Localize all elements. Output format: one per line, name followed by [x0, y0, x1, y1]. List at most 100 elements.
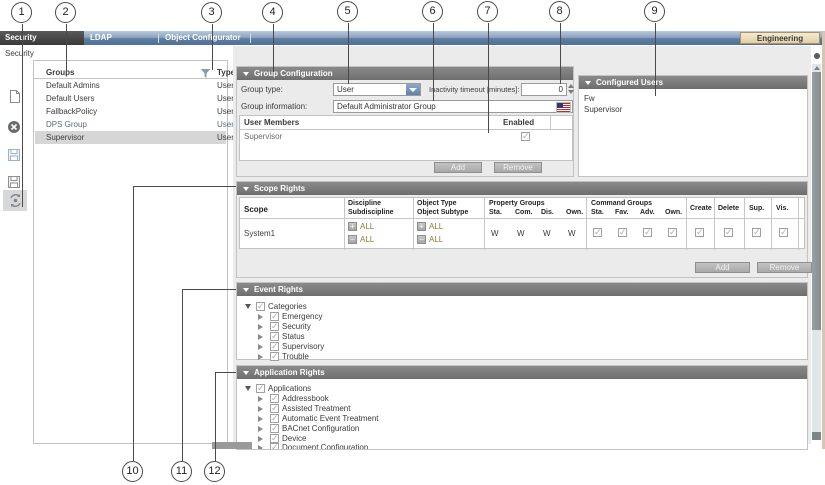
event-item-checkbox[interactable]	[270, 351, 279, 362]
enabled-column-header[interactable]: Enabled	[503, 118, 535, 127]
command-subcol[interactable]: Fav.	[615, 209, 629, 216]
application-item-checkbox[interactable]	[270, 423, 279, 434]
create-column-header[interactable]: Create	[690, 205, 712, 212]
collapsed-icon[interactable]	[258, 406, 263, 412]
command-groups-column-header[interactable]: Command Groups	[591, 200, 653, 207]
categories-checkbox[interactable]	[256, 301, 265, 312]
scope-add-button[interactable]: Add	[695, 262, 750, 273]
property-subcol[interactable]: Com.	[515, 209, 533, 216]
collapsed-icon[interactable]	[258, 334, 263, 340]
type-column-header[interactable]: Type	[217, 68, 236, 77]
save-icon[interactable]	[7, 148, 21, 162]
sup-column-header[interactable]: Sup.	[749, 205, 765, 212]
vis-checkbox[interactable]	[779, 227, 788, 238]
group-settings-icon[interactable]	[8, 193, 23, 208]
event-item-checkbox[interactable]	[270, 321, 279, 332]
collapsed-icon[interactable]	[258, 344, 263, 350]
event-item-label[interactable]: Emergency	[282, 312, 323, 321]
spinner-down-icon[interactable]	[568, 90, 574, 94]
command-sta-checkbox[interactable]	[593, 227, 602, 238]
inactivity-timeout-input[interactable]: 0	[521, 83, 567, 96]
command-adv-checkbox[interactable]	[643, 227, 652, 238]
collapsed-icon[interactable]	[258, 324, 263, 330]
application-item-label[interactable]: Assisted Treatment	[282, 404, 351, 413]
collapsed-icon[interactable]	[258, 445, 263, 449]
property-subcol[interactable]: Dis.	[541, 209, 554, 216]
scrollbar-track[interactable]	[812, 64, 821, 440]
new-document-icon[interactable]	[7, 89, 22, 104]
event-rights-header[interactable]: Event Rights	[237, 283, 807, 296]
property-subcol[interactable]: Sta.	[489, 209, 502, 216]
tab-ldap[interactable]: LDAP	[90, 33, 112, 42]
object-subtype-all-row[interactable]: − ALL	[417, 235, 443, 244]
collapsed-icon[interactable]	[258, 396, 263, 402]
options-dot-icon[interactable]	[814, 53, 820, 59]
groups-column-header[interactable]: Groups	[46, 68, 75, 77]
property-groups-column-header[interactable]: Property Groups	[489, 200, 545, 207]
subdiscipline-column-header[interactable]: Subdiscipline	[348, 209, 394, 216]
configured-users-header[interactable]: Configured Users	[579, 76, 807, 89]
collapse-icon[interactable]	[243, 370, 249, 375]
collapse-icon[interactable]	[243, 186, 249, 191]
collapsed-icon[interactable]	[258, 426, 263, 432]
event-item-checkbox[interactable]	[270, 341, 279, 352]
application-item-label[interactable]: BACnet Configuration	[282, 424, 360, 433]
event-item-label[interactable]: Status	[282, 332, 305, 341]
expand-icon[interactable]	[245, 304, 251, 309]
scroll-down-button[interactable]	[812, 432, 821, 440]
engineering-mode-button[interactable]: Engineering	[740, 32, 820, 44]
expand-icon[interactable]	[245, 386, 251, 391]
group-configuration-header[interactable]: Group Configuration	[237, 67, 573, 80]
subdiscipline-all-row[interactable]: − ALL	[348, 235, 374, 244]
collapse-icon[interactable]	[585, 80, 591, 85]
collapse-icon[interactable]	[243, 287, 249, 292]
applications-checkbox[interactable]	[256, 383, 265, 394]
spinner-up-icon[interactable]	[568, 84, 574, 88]
delete-column-header[interactable]: Delete	[718, 205, 740, 212]
property-subcol[interactable]: Own.	[566, 209, 584, 216]
minus-icon[interactable]: −	[417, 235, 426, 244]
save-as-icon[interactable]	[7, 175, 21, 189]
application-item-checkbox[interactable]	[270, 413, 279, 424]
user-member-row[interactable]: Supervisor	[240, 130, 572, 143]
application-item-checkbox[interactable]	[270, 442, 279, 449]
discipline-all-row[interactable]: + ALL	[348, 222, 374, 231]
scroll-up-icon[interactable]	[814, 66, 820, 70]
delete-icon[interactable]	[7, 120, 21, 134]
collapsed-icon[interactable]	[258, 314, 263, 320]
filter-icon-type[interactable]	[220, 69, 229, 78]
plus-icon[interactable]: +	[417, 222, 426, 231]
object-subtype-column-header[interactable]: Object Subtype	[417, 209, 469, 216]
command-subcol[interactable]: Sta.	[591, 209, 604, 216]
object-type-all-row[interactable]: + ALL	[417, 222, 443, 231]
dropdown-button[interactable]	[406, 84, 420, 95]
applications-label[interactable]: Applications	[268, 384, 312, 393]
application-item-label[interactable]: Document Configuration	[282, 443, 369, 450]
categories-label[interactable]: Categories	[268, 302, 307, 311]
application-item-checkbox[interactable]	[270, 403, 279, 414]
user-members-column-header[interactable]: User Members	[244, 118, 300, 127]
application-rights-header[interactable]: Application Rights	[237, 366, 807, 379]
group-row-selected[interactable]: Supervisor User	[35, 131, 234, 144]
sup-checkbox[interactable]	[752, 227, 761, 238]
application-item-checkbox[interactable]	[270, 393, 279, 404]
filter-icon[interactable]	[201, 69, 210, 78]
command-fav-checkbox[interactable]	[618, 227, 627, 238]
configured-user-item[interactable]: Supervisor	[584, 105, 623, 114]
scope-rights-header[interactable]: Scope Rights	[237, 182, 807, 195]
event-item-label[interactable]: Trouble	[282, 352, 309, 361]
command-own-checkbox[interactable]	[668, 227, 677, 238]
group-information-input[interactable]: Default Administrator Group	[333, 100, 573, 113]
discipline-column-header[interactable]: Discipline	[348, 200, 382, 207]
command-subcol[interactable]: Own.	[665, 209, 683, 216]
create-checkbox[interactable]	[695, 227, 704, 238]
group-row[interactable]: FallbackPolicy User	[35, 105, 234, 118]
application-item-label[interactable]: Device	[282, 434, 307, 443]
collapsed-icon[interactable]	[258, 354, 263, 360]
group-type-dropdown[interactable]: User	[333, 83, 421, 96]
scrollbar-thumb[interactable]	[812, 72, 821, 330]
application-item-label[interactable]: Addressbook	[282, 394, 329, 403]
object-type-column-header[interactable]: Object Type	[417, 200, 457, 207]
tab-security[interactable]: Security	[0, 31, 84, 45]
scope-column-header[interactable]: Scope	[244, 205, 269, 214]
